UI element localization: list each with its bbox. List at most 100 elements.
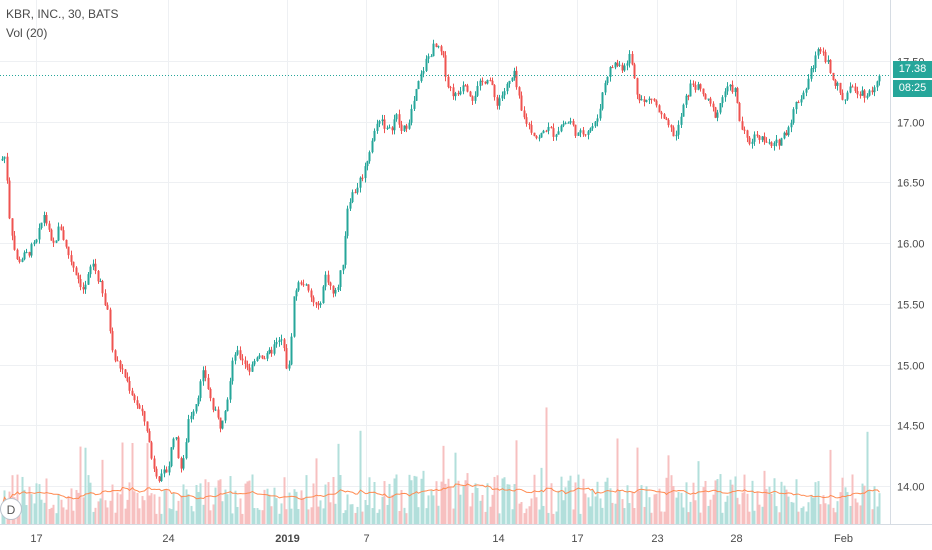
volume-bar xyxy=(758,504,761,524)
volume-bar xyxy=(75,489,78,524)
volume-bar xyxy=(266,488,269,524)
candle-body xyxy=(239,350,242,359)
candle-body xyxy=(48,223,51,230)
price-tick-label: 16.00 xyxy=(897,239,925,251)
candle-body xyxy=(356,187,359,193)
candle-body xyxy=(611,67,614,69)
volume-bar xyxy=(812,498,815,524)
volume-bar xyxy=(655,493,658,524)
candle-body xyxy=(741,121,744,130)
volume-bar xyxy=(748,511,751,524)
volume-bar xyxy=(724,501,727,524)
candle-body xyxy=(694,85,697,90)
candle-body xyxy=(368,152,371,162)
volume-bar xyxy=(486,483,489,524)
candle-body xyxy=(283,339,286,349)
volume-bar xyxy=(155,513,158,524)
volume-bar xyxy=(405,513,408,524)
volume-bar xyxy=(410,480,413,524)
candle-body xyxy=(606,76,609,84)
volume-bar xyxy=(761,506,764,524)
volume-bar xyxy=(609,488,612,524)
candle-body xyxy=(569,120,572,123)
volume-bar xyxy=(165,488,168,524)
candle-body xyxy=(221,420,224,429)
candle-body xyxy=(822,51,825,53)
volume-bar xyxy=(719,474,722,524)
volume-bar xyxy=(689,501,692,524)
volume-bar xyxy=(221,501,224,524)
volume-bar xyxy=(844,487,847,524)
candle-body xyxy=(614,62,617,68)
time-axis[interactable]: 17 24 2019 7 14 17 23 28 Feb xyxy=(30,533,853,545)
candle-body xyxy=(334,289,337,294)
candle-body xyxy=(795,101,798,110)
candle-body xyxy=(466,85,469,92)
candle-body xyxy=(388,127,391,129)
candle-body xyxy=(479,80,482,86)
candle-body xyxy=(555,134,558,137)
volume-bar xyxy=(819,504,822,524)
volume-bar xyxy=(21,476,24,524)
volume-bar xyxy=(648,497,651,524)
date-range-button[interactable]: D xyxy=(0,498,22,520)
candle-body xyxy=(511,77,514,81)
volume-bar xyxy=(327,482,330,524)
volume-bar xyxy=(508,484,511,524)
volume-bar xyxy=(493,476,496,524)
candle-body xyxy=(486,80,489,84)
candle-body xyxy=(866,95,869,98)
candle-body xyxy=(420,73,423,82)
volume-bar xyxy=(403,507,406,524)
volume-bar xyxy=(604,481,607,524)
candle-body xyxy=(197,397,200,405)
volume-bar xyxy=(121,442,124,524)
candle-body xyxy=(542,130,545,134)
volume-bar xyxy=(685,482,688,524)
candle-body xyxy=(878,75,881,82)
candle-body xyxy=(709,98,712,104)
candle-body xyxy=(599,108,602,119)
volume-bar xyxy=(354,512,357,524)
candle-body xyxy=(241,358,244,361)
candle-body xyxy=(631,53,634,65)
volume-bar xyxy=(79,446,82,524)
candle-body xyxy=(342,264,345,271)
candle-body xyxy=(719,103,722,113)
candle-body xyxy=(437,46,440,48)
candle-body xyxy=(550,126,553,129)
volume-bar xyxy=(775,506,778,524)
volume-bar xyxy=(182,484,185,524)
volume-bar xyxy=(589,506,592,524)
candle-body xyxy=(871,90,874,93)
candle-body xyxy=(653,98,656,101)
candle-body xyxy=(148,431,151,443)
volume-bar xyxy=(180,495,183,524)
candle-body xyxy=(802,92,805,100)
volume-bar xyxy=(40,499,43,524)
candle-body xyxy=(577,132,580,136)
volume-bar xyxy=(317,506,320,524)
volume-bar xyxy=(513,484,516,524)
volume-bar xyxy=(48,508,51,524)
symbol-title: KBR, INC., 30, BATS xyxy=(6,7,119,21)
candle-body xyxy=(124,369,127,378)
volume-bar xyxy=(714,480,717,524)
volume-bar xyxy=(334,503,337,524)
volume-bar xyxy=(498,513,501,524)
volume-bar xyxy=(501,478,504,524)
volume-bar xyxy=(114,512,117,524)
price-tick-label: 15.50 xyxy=(897,300,925,312)
volume-bar xyxy=(234,490,237,524)
volume-bar xyxy=(280,503,283,524)
volume-bar xyxy=(457,480,460,524)
volume-bar xyxy=(464,480,467,524)
candle-body xyxy=(192,411,195,416)
volume-bar xyxy=(329,502,332,524)
candle-body xyxy=(60,226,63,231)
volume-bar xyxy=(697,461,700,524)
candle-body xyxy=(339,270,342,288)
volume-bar xyxy=(753,510,756,524)
